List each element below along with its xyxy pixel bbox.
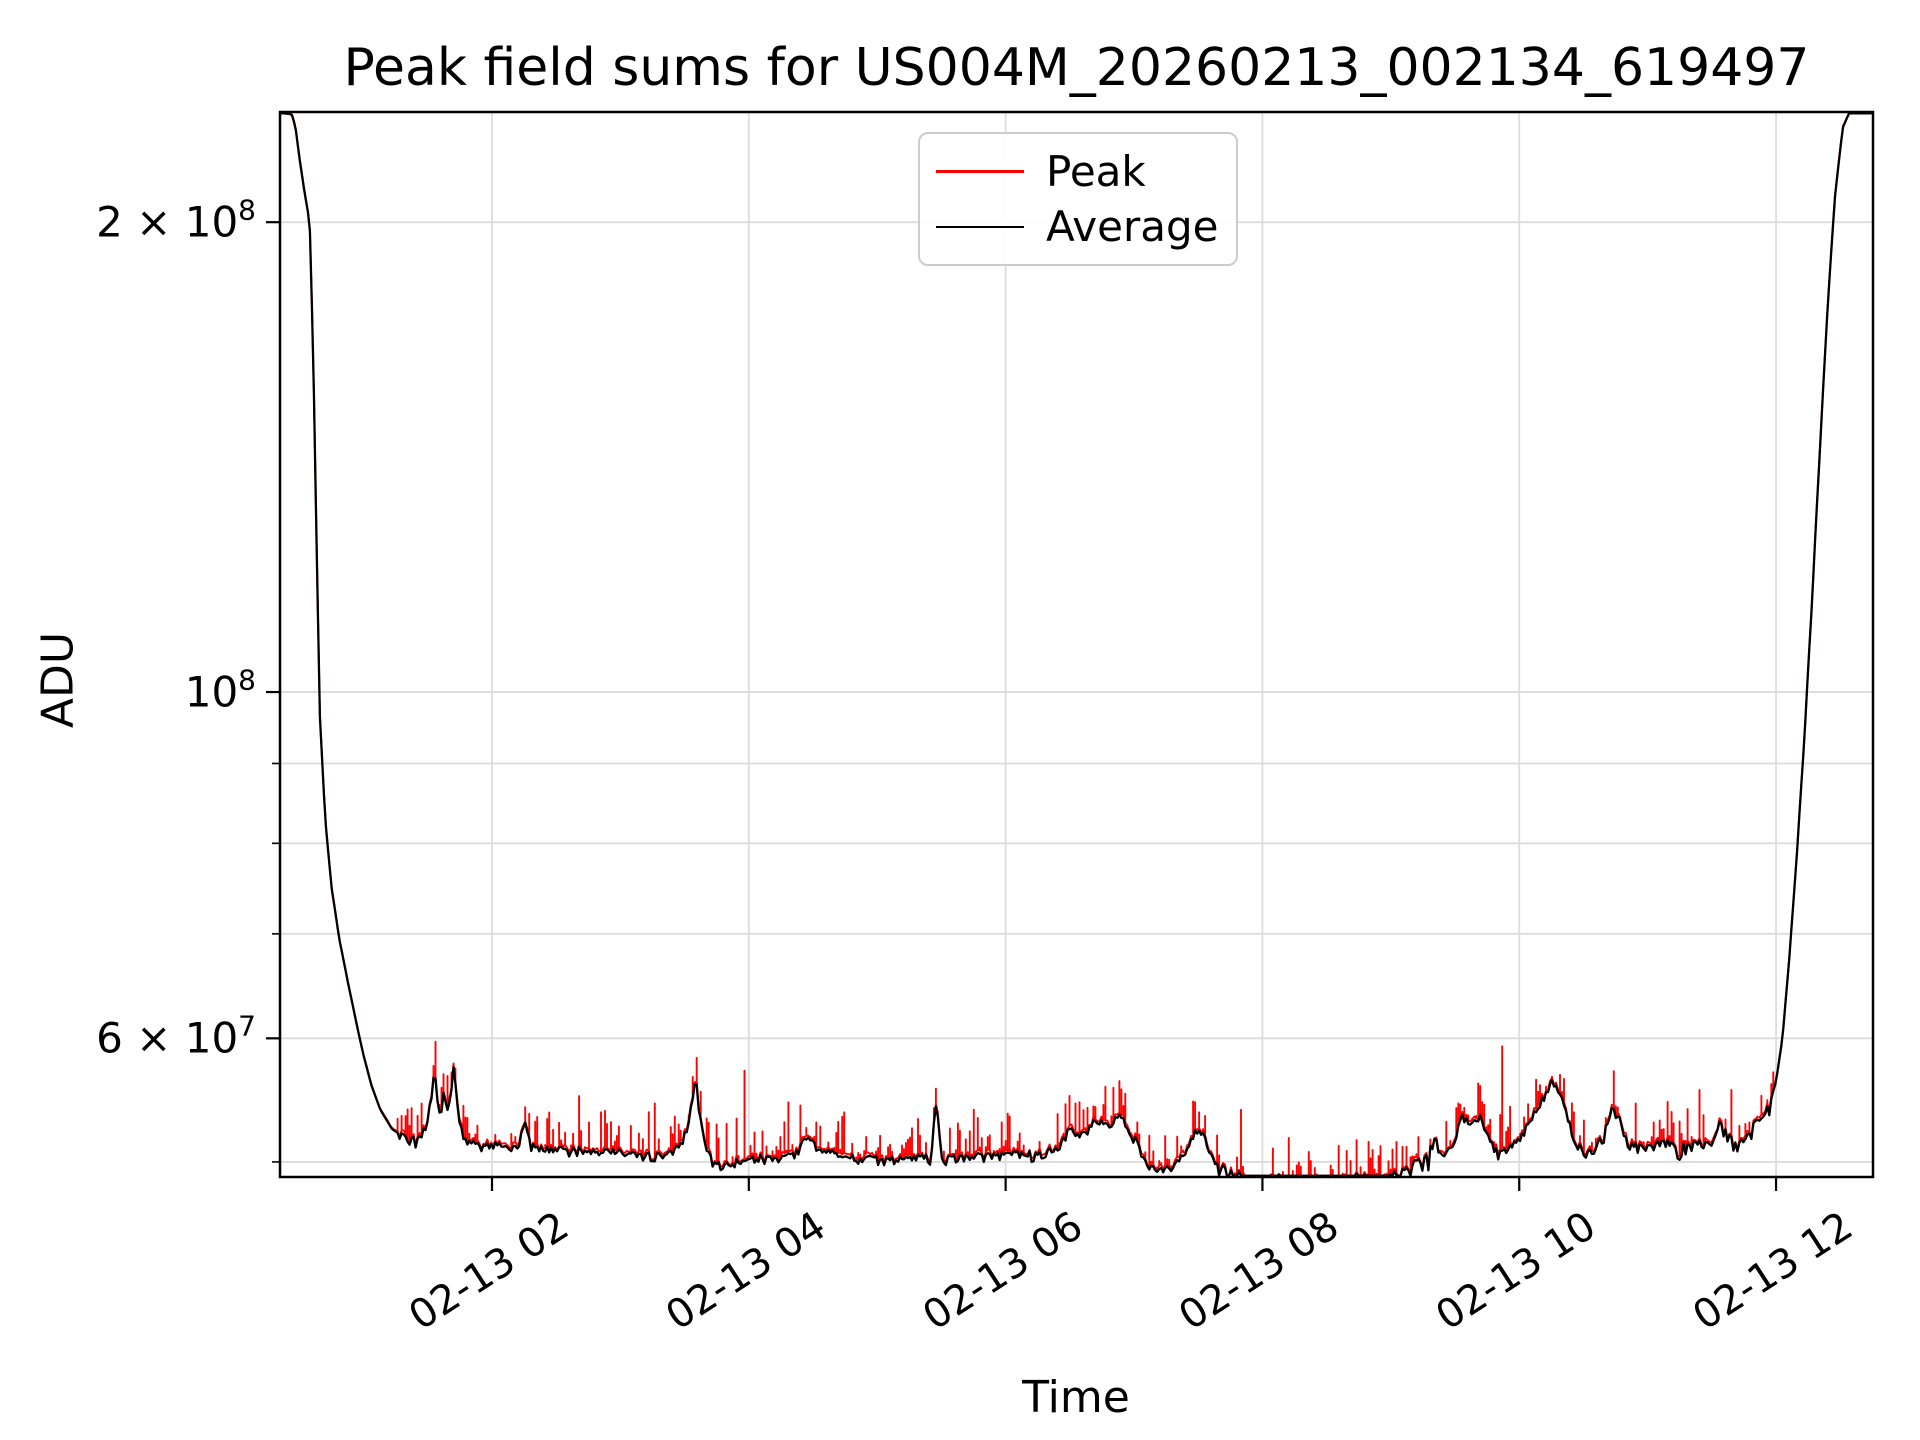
y-tick-text: 2 × 10	[96, 197, 239, 247]
y-tick-label: 6 × 107	[96, 1009, 256, 1063]
y-axis-label: ADU	[32, 631, 84, 729]
legend: Peak Average	[918, 132, 1238, 266]
legend-label-peak: Peak	[1046, 146, 1146, 196]
legend-entry-average: Average	[920, 202, 1236, 251]
y-tick-text: 10	[184, 667, 239, 717]
legend-label-average: Average	[1046, 202, 1219, 252]
legend-line-peak-icon	[936, 169, 1024, 173]
y-tick-exponent: 8	[238, 193, 256, 227]
y-tick-exponent: 8	[238, 663, 256, 697]
x-axis-label: Time	[1022, 1372, 1130, 1423]
y-tick-label: 108	[184, 663, 256, 717]
y-tick-exponent: 7	[238, 1009, 256, 1043]
y-tick-text: 6 × 10	[96, 1013, 239, 1063]
chart-title: Peak field sums for US004M_20260213_0021…	[343, 38, 1810, 98]
legend-entry-peak: Peak	[920, 147, 1236, 196]
y-tick-label: 2 × 108	[96, 193, 256, 247]
legend-line-average-icon	[936, 225, 1024, 228]
